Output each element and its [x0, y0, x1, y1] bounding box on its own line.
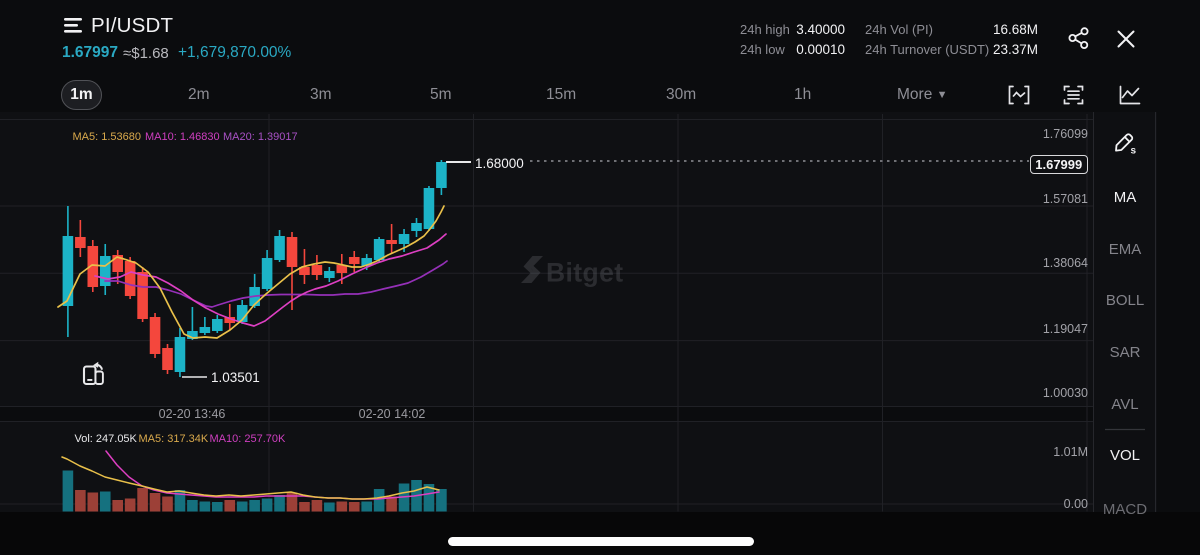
svg-text:Bitget: Bitget: [546, 258, 623, 288]
svg-text:s: s: [1131, 146, 1137, 157]
